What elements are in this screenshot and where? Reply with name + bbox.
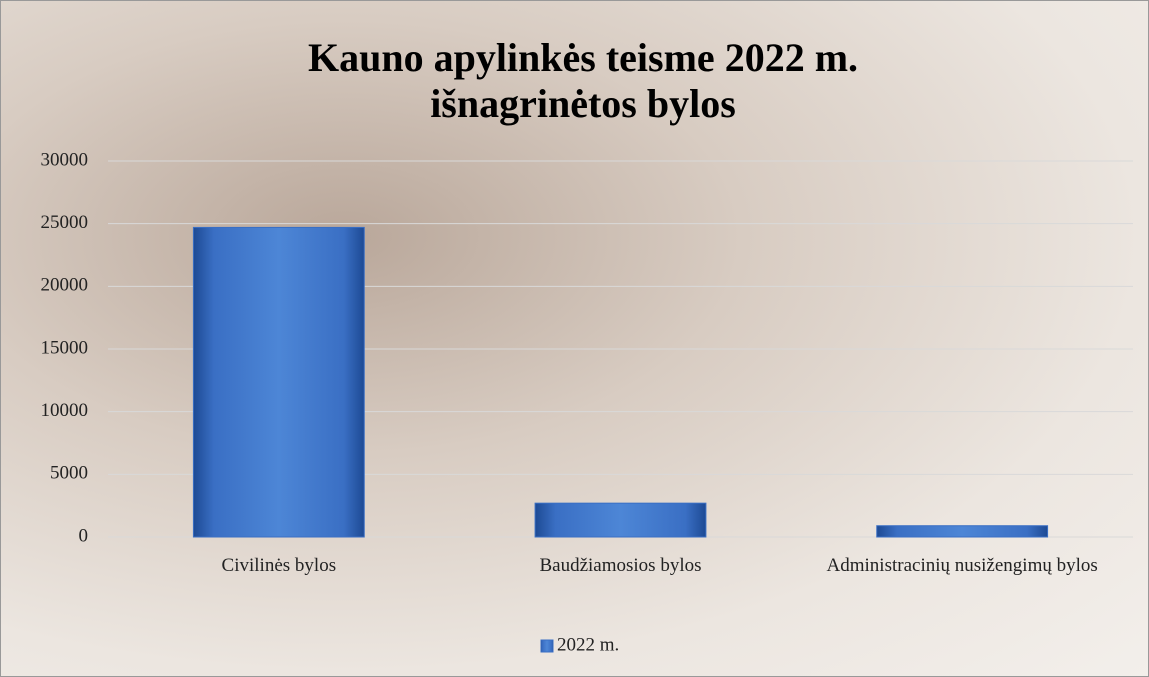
bar xyxy=(876,525,1049,538)
bar xyxy=(534,502,707,538)
y-tick-label: 15000 xyxy=(41,337,89,358)
y-tick-label: 25000 xyxy=(41,212,89,233)
bar xyxy=(192,226,365,538)
chart-title: išnagrinėtos bylos xyxy=(430,81,736,126)
chart-title: Kauno apylinkės teisme 2022 m. xyxy=(308,35,858,80)
legend-label: 2022 m. xyxy=(557,634,619,655)
y-tick-label: 0 xyxy=(79,525,89,546)
legend-swatch xyxy=(540,639,554,653)
y-tick-label: 10000 xyxy=(41,400,89,421)
y-tick-label: 20000 xyxy=(41,275,89,296)
y-tick-label: 30000 xyxy=(41,149,89,170)
x-tick-label: Administracinių nusižengimų bylos xyxy=(826,555,1098,576)
x-tick-label: Baudžiamosios bylos xyxy=(539,555,702,576)
y-tick-label: 5000 xyxy=(50,463,88,484)
x-tick-label: Civilinės bylos xyxy=(221,555,337,576)
